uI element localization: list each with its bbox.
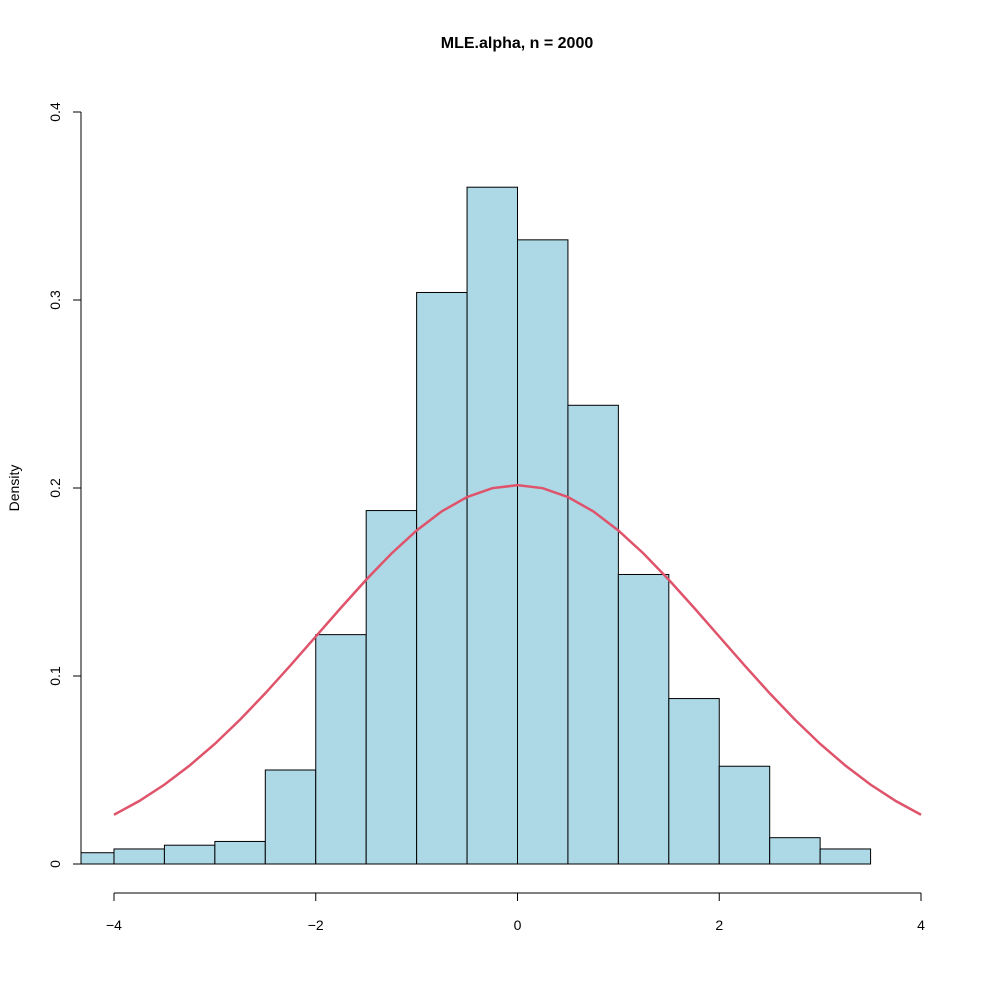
- y-tick-label: 0.4: [47, 102, 63, 122]
- bar: [517, 239, 569, 865]
- bar: [365, 510, 418, 865]
- bar: [769, 837, 821, 865]
- bar: [819, 848, 872, 865]
- bar: [163, 844, 216, 865]
- bar: [416, 291, 468, 865]
- bar: [81, 852, 115, 865]
- y-tick-label: 0.2: [47, 478, 63, 498]
- x-tick-label: 4: [917, 917, 925, 933]
- bar: [567, 404, 619, 865]
- bar: [718, 765, 771, 865]
- y-tick-label: 0.1: [47, 666, 63, 686]
- x-tick-label: −2: [308, 917, 324, 933]
- bar: [214, 840, 266, 865]
- bar: [466, 186, 518, 865]
- bar: [617, 573, 670, 865]
- bar: [315, 634, 367, 865]
- x-tick-label: −4: [106, 917, 122, 933]
- y-tick-label: 0.3: [47, 290, 63, 310]
- plot-area: [81, 186, 922, 865]
- bar: [113, 848, 165, 865]
- y-tick-label: 0: [47, 860, 63, 868]
- bar: [264, 769, 317, 865]
- x-tick-label: 2: [715, 917, 723, 933]
- chart-title: MLE.alpha, n = 2000: [441, 35, 594, 52]
- density-curve: [113, 483, 922, 816]
- y-axis-label: Density: [6, 465, 22, 512]
- x-tick-label: 0: [514, 917, 522, 933]
- bar: [668, 698, 720, 865]
